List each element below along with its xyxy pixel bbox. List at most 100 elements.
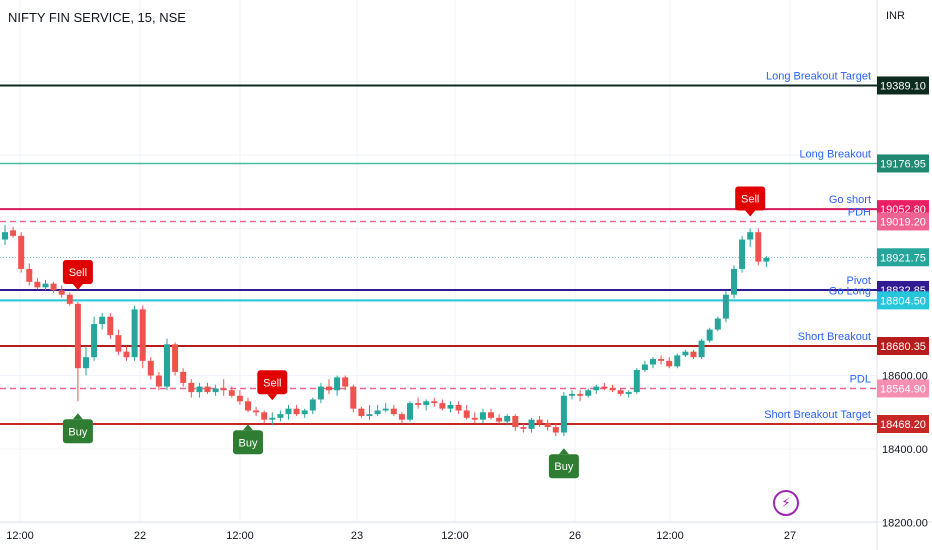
candle-body [285, 408, 292, 415]
candle-body [479, 412, 486, 420]
x-tick-label: 12:00 [441, 530, 469, 542]
candle-body [690, 351, 697, 358]
candle-body [633, 370, 640, 393]
level-label: Go short [829, 194, 871, 206]
candle-body [496, 417, 503, 422]
sell-signal-box [257, 370, 288, 395]
candle-body [326, 386, 332, 391]
sell-signal-label: Sell [69, 267, 87, 279]
candle-body [593, 386, 600, 391]
candle-body [552, 427, 559, 433]
candle-body [674, 355, 681, 367]
candle-body [488, 412, 494, 418]
level-label: Short Breakout [798, 331, 871, 343]
candle-body [658, 359, 665, 361]
candle-body [74, 303, 81, 369]
lightning-logo-icon[interactable]: ⚡ [773, 490, 799, 516]
candle-body [66, 294, 73, 304]
candle-body [204, 386, 211, 393]
x-tick-label: 22 [134, 530, 146, 542]
candle-body [196, 386, 203, 393]
candle-body [407, 403, 413, 420]
candle-body [609, 388, 616, 391]
level-label: Go Long [829, 285, 871, 297]
candle-body [463, 410, 470, 418]
price-badge-label: 19389.10 [880, 80, 926, 92]
candle-body [107, 316, 114, 336]
price-badge-label: 18468.20 [880, 419, 926, 431]
candle-body [253, 410, 260, 413]
x-tick-label: 27 [784, 530, 796, 542]
candle-body [212, 388, 219, 393]
candle-body [471, 417, 478, 420]
candle-body [374, 410, 381, 415]
sell-signal-arrow [72, 284, 83, 291]
candle-body [682, 351, 689, 356]
candle-body [91, 324, 98, 358]
candle-body [398, 414, 405, 420]
candle-body [164, 344, 170, 387]
candle-body [585, 390, 592, 396]
x-tick-label: 26 [569, 530, 581, 542]
sell-signal-arrow [267, 394, 278, 401]
level-label: Short Breakout Target [764, 409, 871, 421]
buy-signal-box [62, 419, 93, 444]
candle-body [617, 390, 624, 394]
candle-body [739, 239, 746, 269]
candle-body [269, 417, 276, 420]
price-badge [877, 76, 929, 95]
currency-label[interactable]: INR [886, 10, 905, 22]
x-tick-label: 23 [351, 530, 363, 542]
candle-body [277, 414, 284, 418]
candle-body [447, 404, 454, 409]
candle-body [2, 232, 8, 240]
price-badge [877, 414, 929, 433]
candle-body [26, 268, 33, 282]
candle-body [641, 364, 648, 371]
buy-signal-arrow [72, 413, 83, 420]
candle-body [415, 403, 422, 405]
level-label: Pivot [847, 275, 871, 287]
candle-body [528, 419, 535, 429]
candle-body [504, 415, 511, 422]
candle-body [722, 294, 729, 319]
x-tick-label: 12:00 [6, 530, 34, 542]
candle-body [698, 340, 705, 358]
candle-body [512, 415, 519, 428]
price-badge-label: 19019.20 [880, 216, 926, 228]
candle-body [569, 393, 575, 396]
candle-body [431, 401, 438, 404]
sell-signal-label: Sell [741, 194, 759, 206]
sell-signal-arrow [745, 210, 756, 217]
candle-body [34, 281, 41, 288]
candle-body [342, 377, 349, 387]
candle-body [731, 268, 737, 295]
price-badge [877, 212, 929, 231]
candle-body [123, 351, 130, 358]
candle-body [115, 335, 122, 352]
candle-body [220, 388, 227, 391]
candle-body [334, 377, 341, 391]
candle-body [228, 390, 235, 396]
buy-signal-arrow [243, 424, 253, 431]
price-badge-label: 18921.75 [880, 252, 926, 264]
buy-signal-arrow [558, 448, 569, 455]
candle-body [236, 395, 243, 402]
price-badge-label: 18804.50 [880, 295, 926, 307]
candle-body [601, 386, 608, 389]
x-tick-label: 12:00 [656, 530, 684, 542]
candle-body [350, 386, 357, 409]
candle-body [188, 382, 195, 393]
buy-signal-label: Buy [554, 461, 573, 473]
candle-body [293, 408, 300, 415]
candle-body [245, 401, 251, 411]
candle-body [18, 235, 25, 269]
candle-body [309, 399, 316, 411]
price-badge [877, 337, 929, 356]
level-label: PDH [848, 206, 871, 218]
price-badge-label: 18564.90 [880, 383, 926, 395]
candle-body [10, 230, 17, 236]
price-badge-label: 18680.35 [880, 341, 926, 353]
candle-body [172, 344, 179, 372]
